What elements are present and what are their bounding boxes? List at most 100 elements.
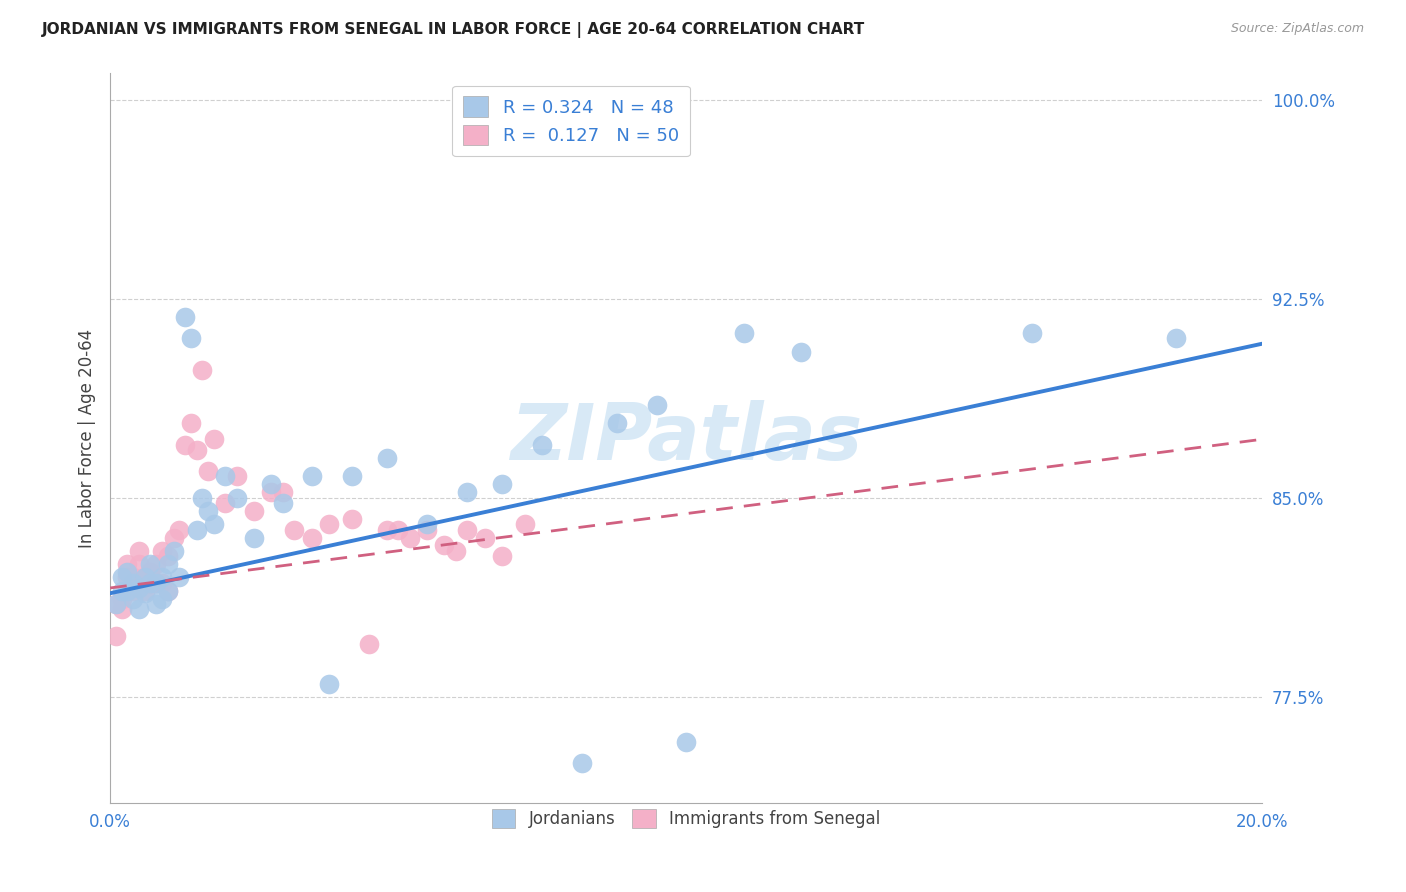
Point bbox=[117, 583, 139, 598]
Point bbox=[117, 557, 139, 571]
Point bbox=[197, 504, 219, 518]
Point bbox=[134, 583, 156, 598]
Point bbox=[174, 310, 197, 325]
Point bbox=[117, 570, 139, 584]
Point bbox=[111, 591, 134, 606]
Point bbox=[134, 586, 156, 600]
Point bbox=[191, 363, 214, 377]
Point bbox=[174, 437, 197, 451]
Point bbox=[139, 575, 162, 590]
Point bbox=[111, 583, 134, 598]
Point bbox=[150, 591, 173, 606]
Point bbox=[128, 543, 150, 558]
Point bbox=[162, 531, 184, 545]
Point bbox=[162, 543, 184, 558]
Point bbox=[122, 583, 145, 598]
Point bbox=[169, 523, 191, 537]
Text: ZIPatlas: ZIPatlas bbox=[510, 400, 862, 476]
Point bbox=[733, 326, 755, 340]
Point bbox=[150, 575, 173, 590]
Point bbox=[128, 602, 150, 616]
Point bbox=[225, 491, 247, 505]
Point bbox=[513, 517, 536, 532]
Y-axis label: In Labor Force | Age 20-64: In Labor Force | Age 20-64 bbox=[79, 328, 96, 548]
Point bbox=[202, 432, 225, 446]
Point bbox=[128, 581, 150, 595]
Legend: Jordanians, Immigrants from Senegal: Jordanians, Immigrants from Senegal bbox=[485, 802, 887, 835]
Point bbox=[214, 496, 236, 510]
Point bbox=[474, 531, 496, 545]
Point bbox=[156, 549, 179, 563]
Point bbox=[104, 597, 127, 611]
Point bbox=[243, 531, 266, 545]
Point bbox=[145, 597, 167, 611]
Point bbox=[398, 531, 420, 545]
Point bbox=[111, 570, 134, 584]
Point bbox=[225, 469, 247, 483]
Point bbox=[122, 570, 145, 584]
Point bbox=[1021, 326, 1043, 340]
Point bbox=[150, 570, 173, 584]
Point bbox=[202, 517, 225, 532]
Point bbox=[571, 756, 593, 771]
Point bbox=[416, 523, 439, 537]
Point bbox=[433, 539, 456, 553]
Point bbox=[134, 570, 156, 584]
Point bbox=[104, 597, 127, 611]
Point bbox=[531, 437, 554, 451]
Point bbox=[214, 469, 236, 483]
Point bbox=[122, 591, 145, 606]
Point bbox=[186, 442, 208, 457]
Point bbox=[375, 450, 398, 465]
Point bbox=[271, 496, 294, 510]
Point bbox=[169, 570, 191, 584]
Point bbox=[243, 504, 266, 518]
Point bbox=[318, 517, 340, 532]
Point bbox=[301, 531, 323, 545]
Point bbox=[191, 491, 214, 505]
Point bbox=[145, 575, 167, 590]
Point bbox=[456, 485, 478, 500]
Point bbox=[186, 523, 208, 537]
Text: Source: ZipAtlas.com: Source: ZipAtlas.com bbox=[1230, 22, 1364, 36]
Point bbox=[675, 735, 697, 749]
Point bbox=[180, 417, 202, 431]
Point bbox=[645, 398, 668, 412]
Point bbox=[1164, 331, 1187, 345]
Point bbox=[117, 583, 139, 598]
Point bbox=[111, 602, 134, 616]
Point bbox=[387, 523, 409, 537]
Point bbox=[260, 477, 283, 491]
Point bbox=[180, 331, 202, 345]
Point bbox=[271, 485, 294, 500]
Point bbox=[283, 523, 305, 537]
Point bbox=[606, 417, 628, 431]
Point bbox=[128, 557, 150, 571]
Point bbox=[145, 557, 167, 571]
Point bbox=[340, 469, 363, 483]
Point bbox=[456, 523, 478, 537]
Text: JORDANIAN VS IMMIGRANTS FROM SENEGAL IN LABOR FORCE | AGE 20-64 CORRELATION CHAR: JORDANIAN VS IMMIGRANTS FROM SENEGAL IN … bbox=[42, 22, 866, 38]
Point bbox=[122, 575, 145, 590]
Point bbox=[301, 469, 323, 483]
Point bbox=[156, 583, 179, 598]
Point bbox=[375, 523, 398, 537]
Point bbox=[128, 575, 150, 590]
Point bbox=[156, 557, 179, 571]
Point bbox=[318, 676, 340, 690]
Point bbox=[491, 477, 513, 491]
Point bbox=[134, 570, 156, 584]
Point bbox=[139, 557, 162, 571]
Point bbox=[359, 637, 381, 651]
Point bbox=[790, 344, 813, 359]
Point bbox=[117, 565, 139, 579]
Point bbox=[156, 583, 179, 598]
Point bbox=[145, 575, 167, 590]
Point bbox=[416, 517, 439, 532]
Point bbox=[340, 512, 363, 526]
Point bbox=[150, 543, 173, 558]
Point bbox=[444, 543, 467, 558]
Point bbox=[139, 565, 162, 579]
Point bbox=[197, 464, 219, 478]
Point bbox=[104, 629, 127, 643]
